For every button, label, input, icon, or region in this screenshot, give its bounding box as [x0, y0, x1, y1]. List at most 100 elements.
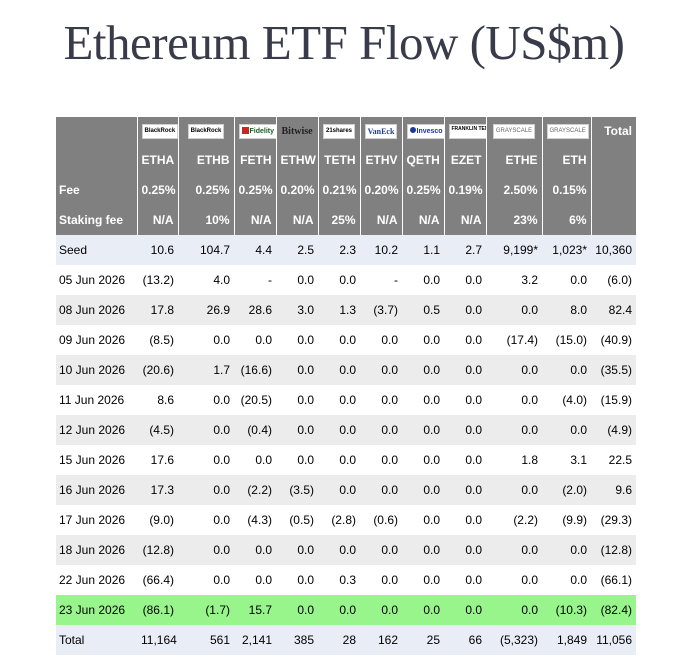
flow-cell: (8.5) [137, 325, 178, 355]
staking-fee-cell: N/A [276, 205, 319, 235]
flow-cell: (20.5) [234, 385, 276, 415]
flow-cell: 0.0 [542, 265, 591, 295]
flow-cell: 0.0 [318, 595, 360, 625]
flow-cell: (20.6) [137, 355, 178, 385]
flow-cell: 25 [402, 625, 444, 655]
table-row: 08 Jun 2026 17.8 26.9 28.6 3.0 1.3 (3.7) 0.5 0.0… [56, 295, 636, 325]
row-label: 22 Jun 2026 [56, 565, 137, 595]
flow-cell: 17.8 [137, 295, 178, 325]
row-label: 15 Jun 2026 [56, 445, 137, 475]
fee-cell: 0.25% [137, 175, 179, 205]
flow-cell: 0.0 [276, 445, 318, 475]
flow-cell: 0.0 [402, 445, 444, 475]
flow-cell: 0.0 [318, 535, 360, 565]
corner-cell [56, 117, 138, 145]
flow-cell: 1.7 [178, 355, 234, 385]
flow-cell: 0.0 [444, 415, 486, 445]
flow-cell: 0.0 [402, 325, 444, 355]
page-title: Ethereum ETF Flow (US$m) [63, 15, 625, 70]
ticker-total-cell [591, 145, 636, 175]
issuer-logo-cell: GRAYSCALE [486, 117, 543, 145]
flow-cell: 8.0 [542, 295, 591, 325]
flow-cell: 0.0 [542, 565, 591, 595]
flow-cell: 0.0 [486, 595, 542, 625]
row-total-cell: (15.9) [591, 385, 636, 415]
row-total-cell: (12.8) [591, 535, 636, 565]
fee-cell: 0.25% [234, 175, 277, 205]
flow-cell: (2.0) [542, 475, 591, 505]
flow-cell: (2.2) [234, 475, 276, 505]
flow-cell: (86.1) [137, 595, 178, 625]
issuer-logo-cell: BlackRock [178, 117, 235, 145]
row-total-cell: (40.9) [591, 325, 636, 355]
flow-cell: 0.0 [178, 565, 234, 595]
flow-cell: 0.0 [178, 445, 234, 475]
issuer-logo-text: GRAYSCALE [549, 127, 586, 134]
fidelity-mark-icon [241, 126, 249, 134]
total-row: Total 11,164 561 2,141 385 28 162 25 66 (5,323) 1,… [56, 625, 636, 655]
issuer-logo-text: BlackRock [144, 127, 176, 134]
flow-cell: 0.0 [486, 295, 542, 325]
vaneck-logo: VanEck [364, 123, 398, 139]
flow-cell: 0.0 [276, 385, 318, 415]
flow-cell: 2.3 [318, 235, 360, 265]
flow-cell: 0.0 [234, 325, 276, 355]
flow-cell: 0.0 [402, 565, 444, 595]
flow-cell: 0.0 [318, 265, 360, 295]
flow-cell: 385 [276, 625, 318, 655]
fee-label: Fee [56, 175, 138, 205]
flow-cell: 2,141 [234, 625, 276, 655]
grayscale-logo: GRAYSCALE [546, 123, 589, 139]
row-label: Total [56, 625, 137, 655]
staking-fee-cell: N/A [402, 205, 445, 235]
row-total-cell: 11,056 [591, 625, 636, 655]
table-row: 09 Jun 2026 (8.5) 0.0 0.0 0.0 0.0 0.0 0.0 0.0 (17… [56, 325, 636, 355]
bitwise-logo: Bitwise [281, 125, 314, 138]
flow-cell: (4.5) [137, 415, 178, 445]
flow-cell: 0.0 [178, 535, 234, 565]
flow-cell: 0.0 [360, 355, 402, 385]
fee-cell: 0.20% [360, 175, 403, 205]
fee-total-cell [591, 175, 636, 205]
issuer-logo-text: GRAYSCALE [495, 127, 533, 134]
flow-cell: 0.0 [542, 415, 591, 445]
staking-fee-row: Staking fee N/A 10% N/A N/A 25% N/A N/A N/A 23% 6% [56, 205, 636, 235]
highlighted-row: 23 Jun 2026 (86.1) (1.7) 15.7 0.0 0.0 0.0 0.0 0.… [56, 595, 636, 625]
fee-row: Fee 0.25% 0.25% 0.25% 0.20% 0.21% 0.20% 0.25% 0.… [56, 175, 636, 205]
flow-cell: 0.0 [402, 505, 444, 535]
staking-fee-cell: N/A [234, 205, 277, 235]
ticker-cell: ETHV [360, 145, 403, 175]
flow-cell: 10.2 [360, 235, 402, 265]
flow-cell: 0.0 [318, 445, 360, 475]
row-total-cell: 10,360 [591, 235, 636, 265]
flow-cell: 0.0 [542, 355, 591, 385]
flow-cell: 0.0 [402, 385, 444, 415]
flow-cell: (9.9) [542, 505, 591, 535]
row-label: 09 Jun 2026 [56, 325, 137, 355]
flow-cell: 0.0 [360, 415, 402, 445]
flow-cell: 0.0 [360, 475, 402, 505]
fidelity-logo: Fidelity [238, 123, 275, 139]
flow-cell: 0.0 [486, 565, 542, 595]
flow-cell: (10.3) [542, 595, 591, 625]
ticker-cell: ETHB [178, 145, 235, 175]
fee-cell: 0.25% [178, 175, 235, 205]
flow-cell: (16.6) [234, 355, 276, 385]
issuer-logo-text: Bitwise [281, 126, 313, 138]
flow-cell: (66.4) [137, 565, 178, 595]
flow-cell: 0.0 [178, 505, 234, 535]
flow-cell: 0.0 [444, 505, 486, 535]
flow-cell: 66 [444, 625, 486, 655]
flow-cell: 104.7 [178, 235, 234, 265]
flow-cell: 0.0 [402, 415, 444, 445]
flow-cell: 0.0 [444, 595, 486, 625]
issuer-logo-cell: Bitwise [276, 117, 319, 145]
blackrock-logo: BlackRock [141, 123, 177, 139]
flow-cell: 0.0 [360, 565, 402, 595]
row-label: 10 Jun 2026 [56, 355, 137, 385]
row-label: 23 Jun 2026 [56, 595, 137, 625]
flow-cell: 28.6 [234, 295, 276, 325]
flow-cell: 0.0 [402, 355, 444, 385]
flow-cell: 0.0 [360, 535, 402, 565]
table-row: 22 Jun 2026 (66.4) 0.0 0.0 0.0 0.3 0.0 0.0 0.0 0.… [56, 565, 636, 595]
